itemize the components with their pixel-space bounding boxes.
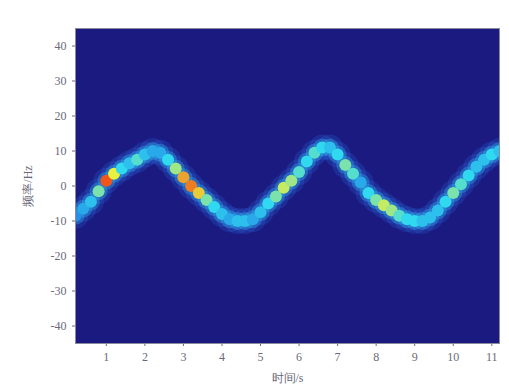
svg-text:-40: -40: [51, 319, 67, 333]
svg-text:8: 8: [373, 350, 379, 364]
svg-text:30: 30: [55, 74, 67, 88]
svg-text:1: 1: [103, 350, 109, 364]
svg-text:5: 5: [258, 350, 264, 364]
svg-text:40: 40: [55, 39, 67, 53]
svg-text:20: 20: [55, 109, 67, 123]
svg-text:3: 3: [180, 350, 186, 364]
svg-text:频率/Hz: 频率/Hz: [21, 165, 35, 206]
svg-text:-30: -30: [51, 284, 67, 298]
svg-text:-10: -10: [51, 214, 67, 228]
svg-text:7: 7: [335, 350, 341, 364]
svg-text:6: 6: [296, 350, 302, 364]
svg-text:9: 9: [412, 350, 418, 364]
svg-text:4: 4: [219, 350, 225, 364]
svg-text:10: 10: [447, 350, 459, 364]
svg-text:-20: -20: [51, 249, 67, 263]
svg-text:11: 11: [486, 350, 498, 364]
svg-text:10: 10: [55, 144, 67, 158]
svg-text:0: 0: [61, 179, 67, 193]
svg-text:时间/s: 时间/s: [271, 371, 303, 385]
svg-text:2: 2: [142, 350, 148, 364]
